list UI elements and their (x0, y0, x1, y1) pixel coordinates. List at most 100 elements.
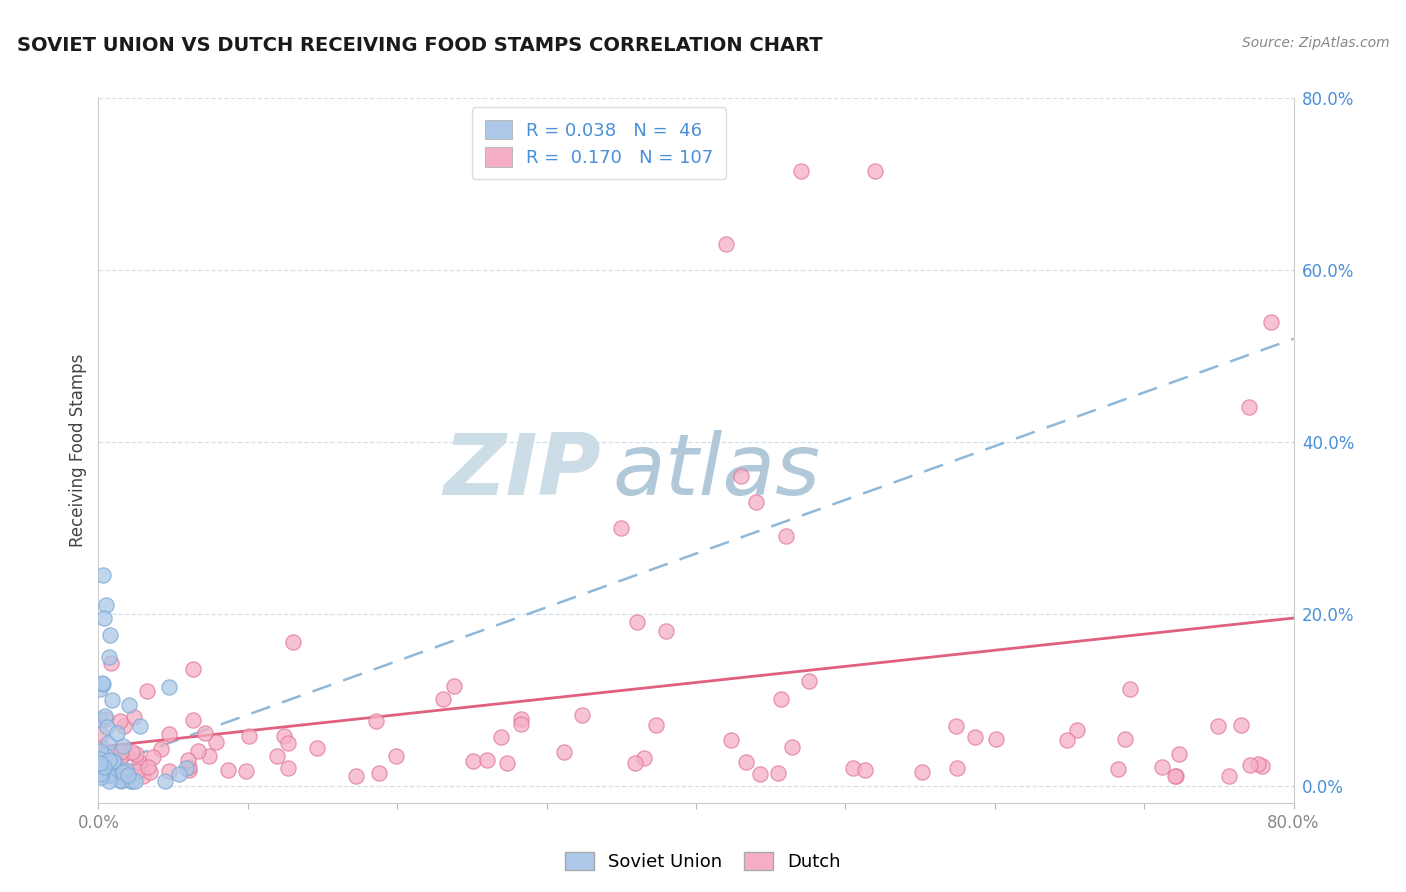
Point (735, 755, 758, 769)
Point (91, 568, 114, 582)
Point (366, 714, 388, 728)
Point (112, 739, 135, 753)
Point (91, 764, 114, 778)
Point (475, 753, 498, 767)
Point (1246, 757, 1268, 772)
Point (142, 750, 165, 764)
Point (117, 768, 139, 782)
Point (1168, 747, 1191, 762)
Point (911, 764, 934, 779)
Point (110, 745, 132, 759)
Point (183, 714, 205, 728)
Point (853, 763, 876, 777)
Point (1114, 732, 1136, 747)
Point (768, 766, 790, 780)
Point (101, 754, 124, 768)
Point (496, 756, 519, 770)
Point (93, 677, 115, 691)
Point (157, 727, 180, 741)
Point (197, 748, 219, 763)
Point (110, 773, 132, 788)
Text: ZIP: ZIP (443, 430, 600, 513)
Point (93, 760, 115, 774)
Point (238, 729, 260, 743)
Y-axis label: Receiving Food Stamps: Receiving Food Stamps (69, 354, 87, 547)
Point (187, 743, 209, 757)
Point (644, 718, 666, 732)
Point (443, 679, 465, 693)
Point (89, 757, 111, 772)
Point (963, 731, 986, 745)
Point (101, 693, 124, 707)
Point (90, 739, 112, 754)
Legend: R = 0.038   N =  46, R =  0.170   N = 107: R = 0.038 N = 46, R = 0.170 N = 107 (472, 107, 725, 179)
Point (181, 662, 204, 676)
Point (626, 615, 648, 629)
Point (1206, 718, 1229, 732)
Point (368, 765, 391, 780)
Point (730, 469, 752, 483)
Point (307, 741, 329, 756)
Point (865, 164, 887, 178)
Point (277, 761, 299, 775)
Point (273, 729, 295, 743)
Point (633, 751, 655, 765)
Point (167, 767, 190, 781)
Point (132, 769, 155, 783)
Point (1260, 314, 1282, 328)
Point (1218, 769, 1240, 783)
Point (1237, 401, 1260, 415)
Text: atlas: atlas (613, 430, 820, 513)
Point (149, 742, 172, 756)
Point (118, 698, 141, 712)
Point (121, 745, 143, 759)
Point (94, 759, 117, 773)
Point (624, 756, 647, 771)
Point (97, 774, 120, 789)
Point (90, 726, 112, 740)
Text: Source: ZipAtlas.com: Source: ZipAtlas.com (1241, 36, 1389, 50)
Point (745, 495, 768, 509)
Point (98, 628, 122, 642)
Point (770, 692, 793, 706)
Point (93, 709, 115, 723)
Point (112, 764, 135, 779)
Point (217, 764, 239, 778)
Point (128, 755, 150, 769)
Point (93, 764, 115, 779)
Text: SOVIET UNION VS DUTCH RECEIVING FOOD STAMPS CORRELATION CHART: SOVIET UNION VS DUTCH RECEIVING FOOD STA… (17, 36, 823, 54)
Point (89, 752, 111, 766)
Point (111, 762, 134, 776)
Point (204, 734, 226, 748)
Point (115, 746, 138, 760)
Point (112, 719, 135, 733)
Point (121, 774, 143, 789)
Point (775, 529, 797, 543)
Point (93, 761, 115, 775)
Point (90, 761, 112, 775)
Point (571, 707, 593, 722)
Point (105, 725, 128, 739)
Point (510, 713, 533, 727)
Point (97, 753, 120, 767)
Point (1107, 762, 1129, 776)
Point (841, 761, 863, 775)
Point (100, 656, 122, 670)
Point (96, 720, 118, 734)
Point (89, 767, 111, 781)
Point (1239, 758, 1261, 772)
Point (89, 756, 111, 770)
Point (1150, 760, 1173, 774)
Point (461, 754, 484, 768)
Point (266, 748, 288, 763)
Point (610, 521, 633, 535)
Point (127, 764, 149, 779)
Point (780, 740, 803, 755)
Point (114, 770, 136, 784)
Point (93, 747, 115, 762)
Point (1164, 768, 1187, 782)
Point (281, 634, 304, 648)
Point (110, 770, 132, 784)
Point (277, 736, 299, 750)
Point (177, 754, 200, 768)
